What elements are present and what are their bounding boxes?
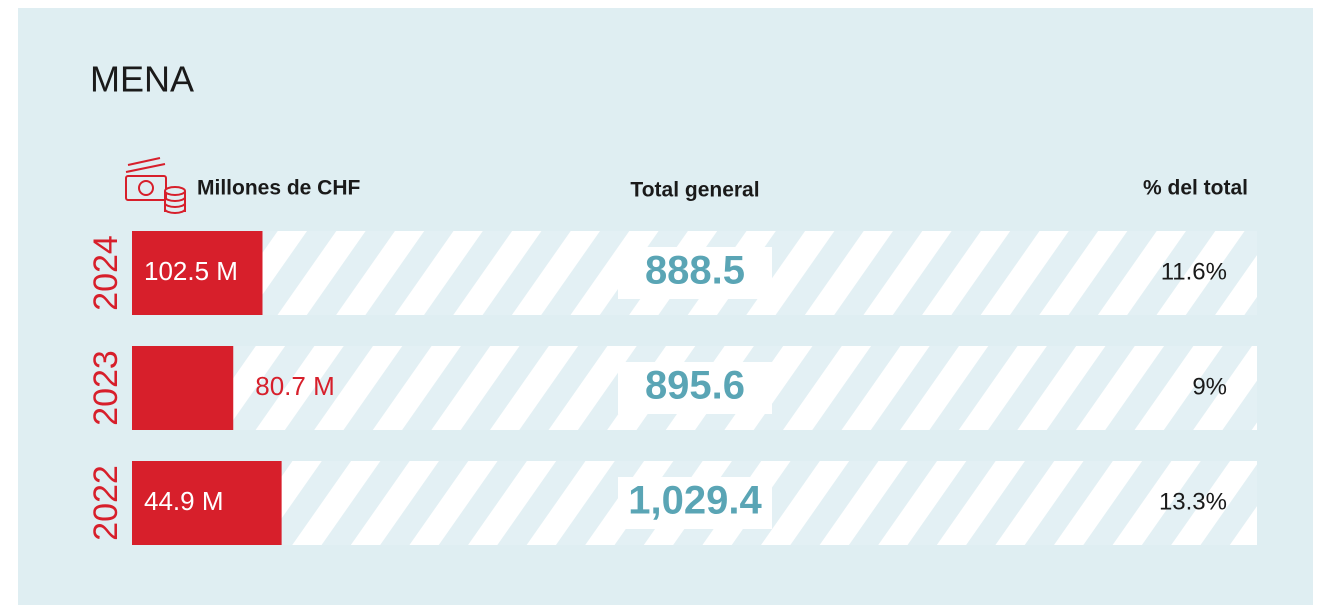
share-label: 11.6% bbox=[1161, 258, 1227, 285]
year-label: 2024 bbox=[87, 235, 125, 311]
unit-header: Millones de CHF bbox=[197, 177, 361, 200]
total-backdrop bbox=[618, 477, 772, 529]
total-backdrop bbox=[618, 362, 772, 414]
bar bbox=[132, 231, 263, 315]
total-value: 1,029.4 bbox=[628, 479, 762, 523]
title: MENA bbox=[90, 59, 194, 100]
total-header: Total general bbox=[630, 179, 759, 202]
amount-label: 44.9 M bbox=[144, 486, 224, 516]
total-backdrop bbox=[618, 247, 772, 299]
total-value: 895.6 bbox=[645, 364, 745, 408]
total-value: 888.5 bbox=[645, 249, 745, 293]
bar bbox=[132, 461, 282, 545]
share-header: % del total bbox=[1143, 177, 1248, 200]
share-label: 13.3% bbox=[1159, 488, 1227, 515]
amount-label: 80.7 M bbox=[255, 371, 335, 401]
share-label: 9% bbox=[1192, 373, 1227, 400]
amount-label: 102.5 M bbox=[144, 256, 238, 286]
money-icon bbox=[125, 157, 186, 214]
year-label: 2022 bbox=[87, 465, 125, 541]
bar bbox=[132, 346, 234, 430]
rows: 2024 102.5 M 888.5 11.6% 2023 80.7 M 895.6 9% 20… bbox=[87, 231, 1257, 545]
year-label: 2023 bbox=[87, 350, 125, 426]
